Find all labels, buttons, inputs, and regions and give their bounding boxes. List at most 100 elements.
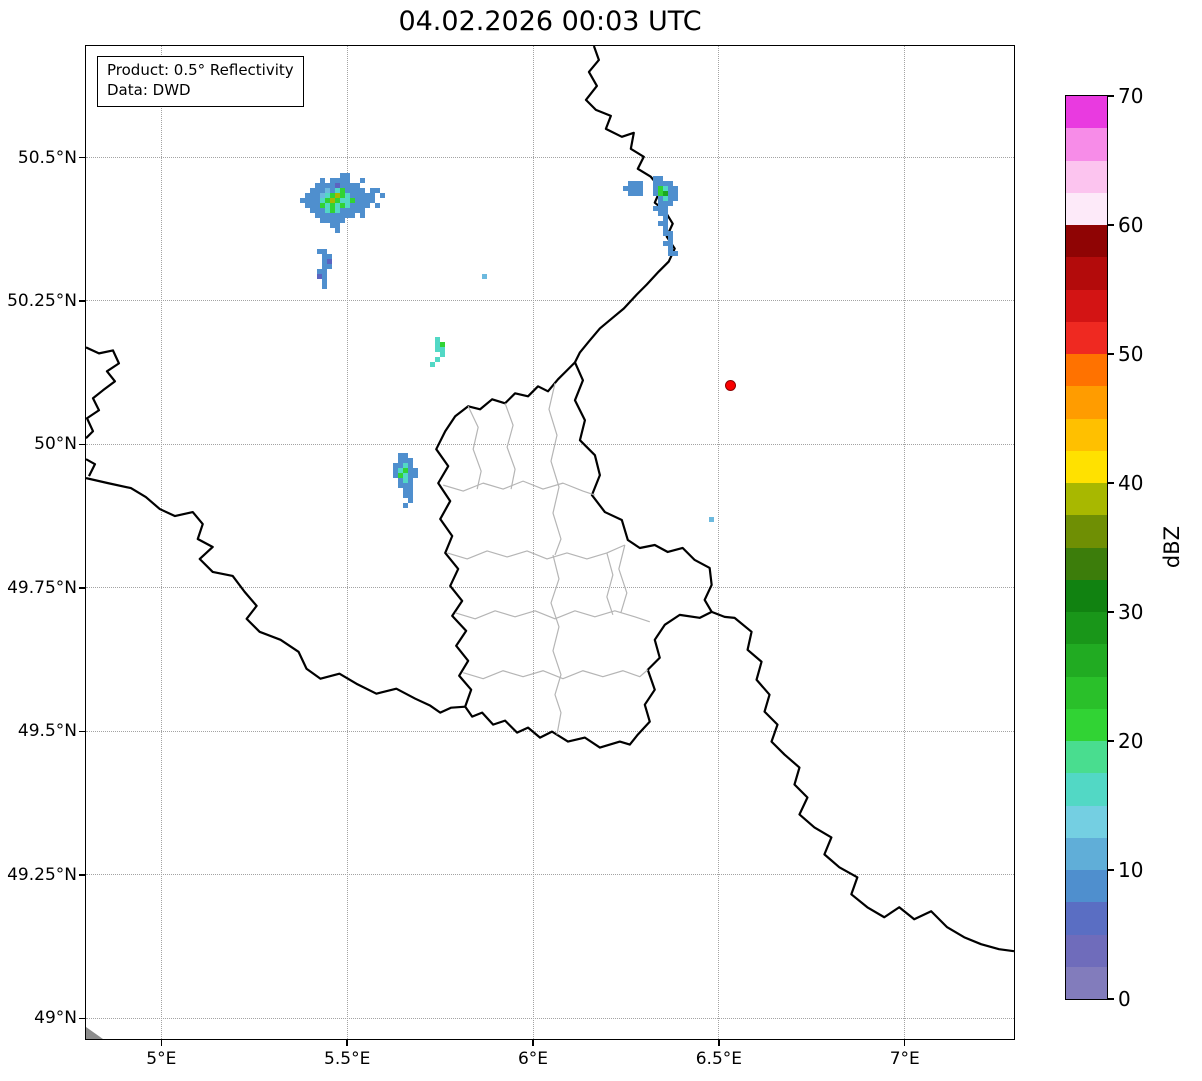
colorbar-tick-mark	[1108, 611, 1114, 613]
radar-echo-cell	[408, 457, 414, 463]
radar-echo-cell	[335, 223, 341, 229]
colorbar-segment	[1066, 741, 1107, 774]
radar-echo-cell	[325, 218, 331, 224]
radar-echo-cell	[413, 467, 419, 473]
radar-echo-cell	[662, 230, 668, 236]
radar-echo-cell	[330, 213, 336, 219]
radar-echo-cell	[667, 230, 673, 236]
colorbar-segment	[1066, 289, 1107, 322]
radar-echo-cell	[440, 346, 446, 352]
radar-echo-cell	[335, 203, 341, 209]
radar-echo-cell	[355, 198, 361, 204]
radar-echo-cell	[408, 477, 414, 483]
radar-echo-cell	[637, 190, 643, 196]
radar-echo-cell	[481, 273, 487, 279]
radar-echo-cell	[398, 452, 404, 458]
radar-echo-cell	[350, 193, 356, 199]
radar-echo-cell	[330, 198, 336, 204]
radar-echo-cell	[408, 462, 414, 468]
radar-echo-cell	[370, 193, 376, 199]
y-tick-mark	[79, 443, 85, 446]
colorbar-segment	[1066, 418, 1107, 451]
radar-echo-cell	[360, 193, 366, 199]
x-tick-mark	[532, 1039, 534, 1046]
radar-echo-cell	[335, 178, 341, 184]
radar-echo-cell	[327, 258, 333, 264]
radar-echo-cell	[330, 208, 336, 214]
radar-echo-cell	[403, 472, 409, 478]
grid-line-lat	[86, 1017, 1014, 1019]
radar-echo-cell	[327, 263, 333, 269]
colorbar-segment	[1066, 483, 1107, 516]
radar-echo-cell	[398, 467, 404, 473]
border-france-belgium-north2	[86, 458, 97, 477]
colorbar-tick-label: 60	[1118, 213, 1144, 237]
radar-echo-cell	[667, 195, 673, 201]
radar-echo-cell	[360, 208, 366, 214]
radar-echo-cell	[365, 203, 371, 209]
colorbar-segment	[1066, 96, 1107, 129]
colorbar-tick-mark	[1108, 353, 1114, 355]
radar-echo-cell	[355, 193, 361, 199]
radar-echo-cell	[667, 180, 673, 186]
radar-echo-cell	[662, 200, 668, 206]
radar-echo-cell	[350, 183, 356, 189]
radar-echo-cell	[330, 203, 336, 209]
radar-echo-cell	[375, 188, 381, 194]
radar-echo-cell	[325, 208, 331, 214]
y-tick-label: 50°N	[34, 434, 77, 455]
radar-echo-cell	[662, 185, 668, 191]
colorbar-segment	[1066, 870, 1107, 903]
colorbar-segment	[1066, 676, 1107, 709]
radar-echo-cell	[322, 273, 328, 279]
grid-line-lon	[904, 46, 906, 1039]
radar-echo-cell	[322, 253, 328, 259]
radar-echo-cell	[657, 185, 663, 191]
colorbar-tick-label: 70	[1118, 84, 1144, 108]
radar-echo-cell	[327, 253, 333, 259]
radar-echo-cell	[315, 183, 321, 189]
radar-echo-cell	[393, 472, 399, 478]
colorbar-segment	[1066, 515, 1107, 548]
radar-echo-cell	[627, 185, 633, 191]
radar-echo-cell	[652, 190, 658, 196]
colorbar-unit-label: dBZ	[1160, 525, 1184, 569]
radar-echo-cell	[398, 457, 404, 463]
radar-echo-cell	[627, 180, 633, 186]
radar-echo-cell	[435, 356, 441, 362]
y-tick-label: 49.25°N	[7, 864, 77, 885]
grid-line-lon	[160, 46, 162, 1039]
radar-echo-cell	[330, 223, 336, 229]
colorbar-segment	[1066, 837, 1107, 870]
radar-echo-cell	[403, 492, 409, 498]
y-tick-mark	[79, 300, 85, 302]
radar-echo-cell	[413, 472, 419, 478]
radar-echo-cell	[657, 205, 663, 211]
radar-echo-cell	[393, 462, 399, 468]
radar-echo-cell	[317, 273, 323, 279]
grid-line-lon	[346, 46, 348, 1039]
radar-echo-cell	[662, 240, 668, 246]
radar-echo-cell	[403, 457, 409, 463]
radar-echo-cell	[662, 220, 668, 226]
colorbar-segment	[1066, 354, 1107, 387]
radar-echo-cell	[667, 200, 673, 206]
radar-echo-cell	[325, 193, 331, 199]
radar-echo-cell	[662, 225, 668, 231]
radar-echo-cell	[657, 200, 663, 206]
radar-echo-cell	[310, 198, 316, 204]
grid-line-lon	[718, 46, 720, 1039]
radar-echo-cell	[345, 198, 351, 204]
radar-echo-cell	[440, 351, 446, 357]
x-tick-mark	[160, 1039, 163, 1046]
radar-echo-cell	[325, 198, 331, 204]
figure-title: 04.02.2026 00:03 UTC	[398, 6, 702, 37]
grid-line-lat	[86, 157, 1014, 159]
colorbar-segment	[1066, 386, 1107, 419]
radar-echo-cell	[350, 208, 356, 214]
radar-echo-cell	[335, 198, 341, 204]
colorbar-tick-label: 0	[1118, 987, 1131, 1011]
radar-echo-cell	[350, 198, 356, 204]
radar-echo-cell	[322, 248, 328, 254]
border-france-belgium	[86, 477, 466, 714]
